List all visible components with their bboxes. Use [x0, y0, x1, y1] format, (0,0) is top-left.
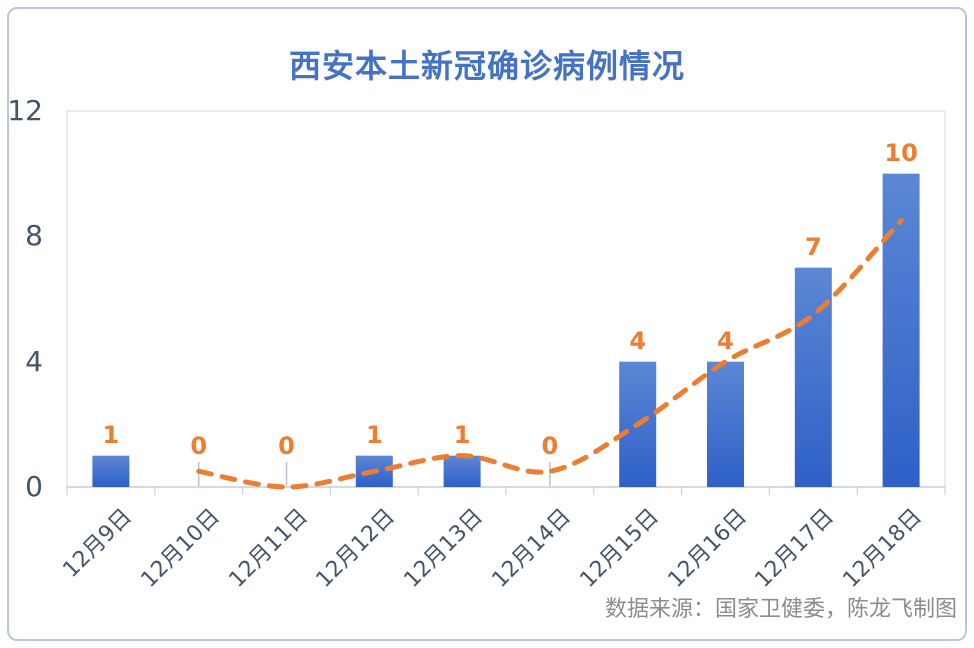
trend-line — [196, 218, 904, 490]
bar — [707, 361, 744, 487]
source-note: 数据来源：国家卫健委，陈龙飞制图 — [604, 597, 957, 622]
bar — [882, 173, 920, 487]
bar — [443, 455, 481, 487]
bar — [92, 455, 130, 487]
chart-title: 西安本土新冠确诊病例情况 — [288, 47, 685, 85]
